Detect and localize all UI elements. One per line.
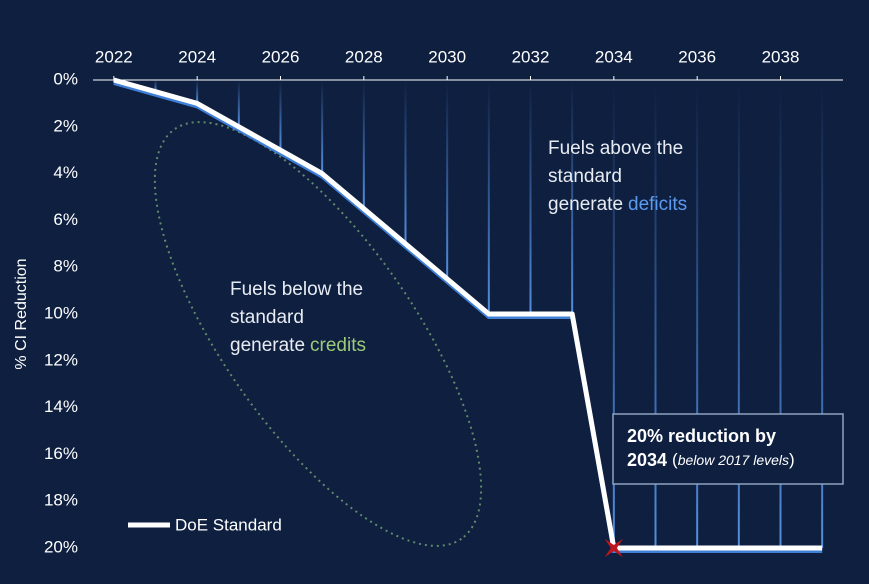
y-tick-label: 14% [44,397,78,416]
y-tick-label: 2% [53,116,78,135]
annotation-line: generate [548,194,623,215]
callout-text: 2034 (below 2017 levels) [627,450,795,470]
y-tick-label: 18% [44,491,78,510]
annotation-text: standard [230,307,304,328]
x-tick-label: 2038 [762,47,800,66]
annotation-highlight: deficits [628,194,687,215]
credit-region [153,121,483,547]
callout-line: 2034 [627,450,667,470]
annotation-highlight: credits [310,335,366,356]
deficit-shade [404,80,407,244]
target-marker [604,538,624,558]
y-axis-label: % CI Reduction [13,258,30,369]
x-tick-label: 2032 [512,47,550,66]
annotation-text: Fuels below the [230,279,363,300]
y-tick-label: 6% [53,210,78,229]
x-tick-label: 2024 [178,47,216,66]
x-tick-label: 2026 [262,47,300,66]
deficit-shade [529,80,532,314]
deficit-shade [487,80,490,314]
annotation-text: generate deficits [548,194,687,215]
deficit-shade [654,80,657,548]
y-tick-label: 20% [44,537,78,556]
deficit-shade [737,80,740,548]
y-tick-label: 12% [44,350,78,369]
series-line [113,77,823,551]
y-tick-label: 8% [53,257,78,276]
deficit-shade [196,80,199,104]
x-tick-label: 2030 [428,47,466,66]
deficit-shade [321,80,324,174]
legend-label: DoE Standard [175,515,282,534]
x-tick-label: 2036 [678,47,716,66]
deficit-shade [154,80,157,92]
y-tick-label: 16% [44,444,78,463]
y-tick-label: 4% [53,163,78,182]
x-tick-label: 2022 [95,47,133,66]
deficit-shade [696,80,699,548]
callout-box [612,413,844,485]
x-tick-label: 2034 [595,47,633,66]
annotation-text: standard [548,166,622,187]
deficit-shade [612,80,615,548]
deficit-shade [779,80,782,548]
annotation-line: generate [230,335,305,356]
deficit-shade [237,80,240,127]
deficit-shade [821,80,824,548]
deficit-shade [571,80,574,314]
annotation-text: generate credits [230,335,366,356]
callout-note: ) [789,450,795,469]
deficit-shade [362,80,365,209]
y-tick-label: 10% [44,303,78,322]
deficit-shade [279,80,282,151]
x-tick-label: 2028 [345,47,383,66]
y-tick-label: 0% [53,69,78,88]
callout-note: ( [672,450,678,469]
deficit-shade [446,80,449,279]
callout-text: 20% reduction by [627,426,776,446]
annotation-text: Fuels above the [548,138,683,159]
callout-note: below 2017 levels [678,452,789,468]
